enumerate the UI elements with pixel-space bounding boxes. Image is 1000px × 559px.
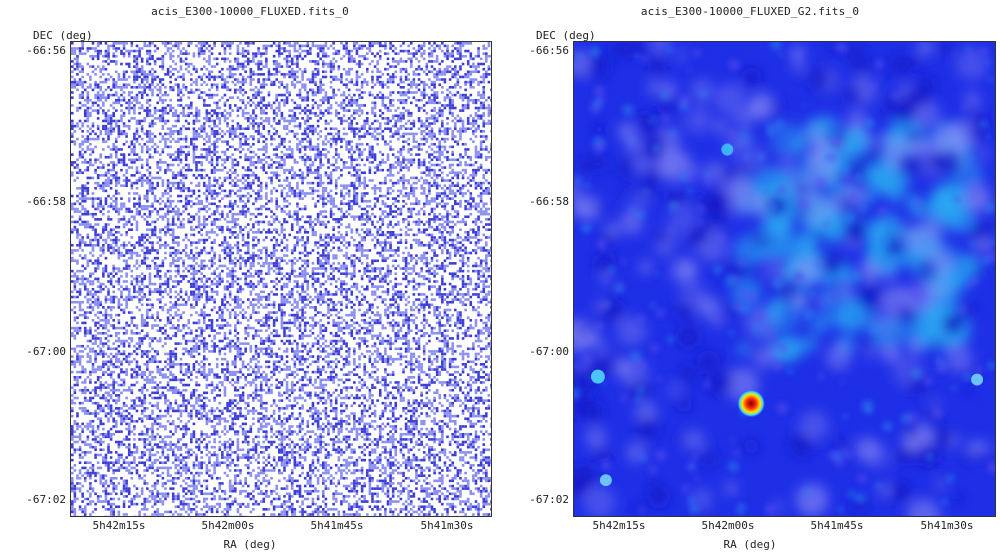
point-source [971, 373, 984, 386]
panel-title: acis_E300-10000_FLUXED.fits_0 [151, 5, 349, 18]
smoothed-flux-image [574, 42, 995, 516]
y-tick-label: -67:00 [26, 345, 66, 358]
bright-point-source [737, 389, 766, 418]
y-tick-label: -67:02 [529, 493, 569, 506]
raw-image-frame[interactable] [70, 41, 492, 517]
y-tick-label: -66:56 [26, 44, 66, 57]
y-axis-label: DEC (deg) [536, 29, 596, 42]
x-tick-label: 5h42m00s [201, 519, 255, 532]
smoothed-image-frame[interactable] [573, 41, 996, 517]
panel-title: acis_E300-10000_FLUXED_G2.fits_0 [640, 5, 860, 18]
y-tick-label: -67:02 [26, 493, 66, 506]
x-tick-label: 5h41m30s [420, 519, 474, 532]
y-tick-label: -66:58 [529, 195, 569, 208]
x-tick-label: 5h42m15s [592, 519, 646, 532]
point-source [721, 143, 734, 156]
raw-counts-image [71, 42, 491, 516]
raw-image-panel: acis_E300-10000_FLUXED.fits_0 DEC (deg) … [26, 5, 492, 551]
x-tick-label: 5h41m30s [920, 519, 974, 532]
x-tick-label: 5h42m15s [92, 519, 146, 532]
y-tick-label: -66:58 [26, 195, 66, 208]
x-axis-label: RA (deg) [723, 538, 777, 551]
x-axis-label: RA (deg) [223, 538, 277, 551]
x-tick-label: 5h41m45s [310, 519, 364, 532]
point-source [599, 474, 612, 487]
smoothed-image-panel: acis_E300-10000_FLUXED_G2.fits_0 DEC (de… [500, 0, 1000, 559]
x-tick-label: 5h42m00s [701, 519, 755, 532]
y-tick-label: -66:56 [529, 44, 569, 57]
y-axis-label: DEC (deg) [33, 29, 93, 42]
point-source [590, 369, 605, 384]
y-tick-label: -67:00 [529, 345, 569, 358]
x-tick-label: 5h41m45s [810, 519, 864, 532]
